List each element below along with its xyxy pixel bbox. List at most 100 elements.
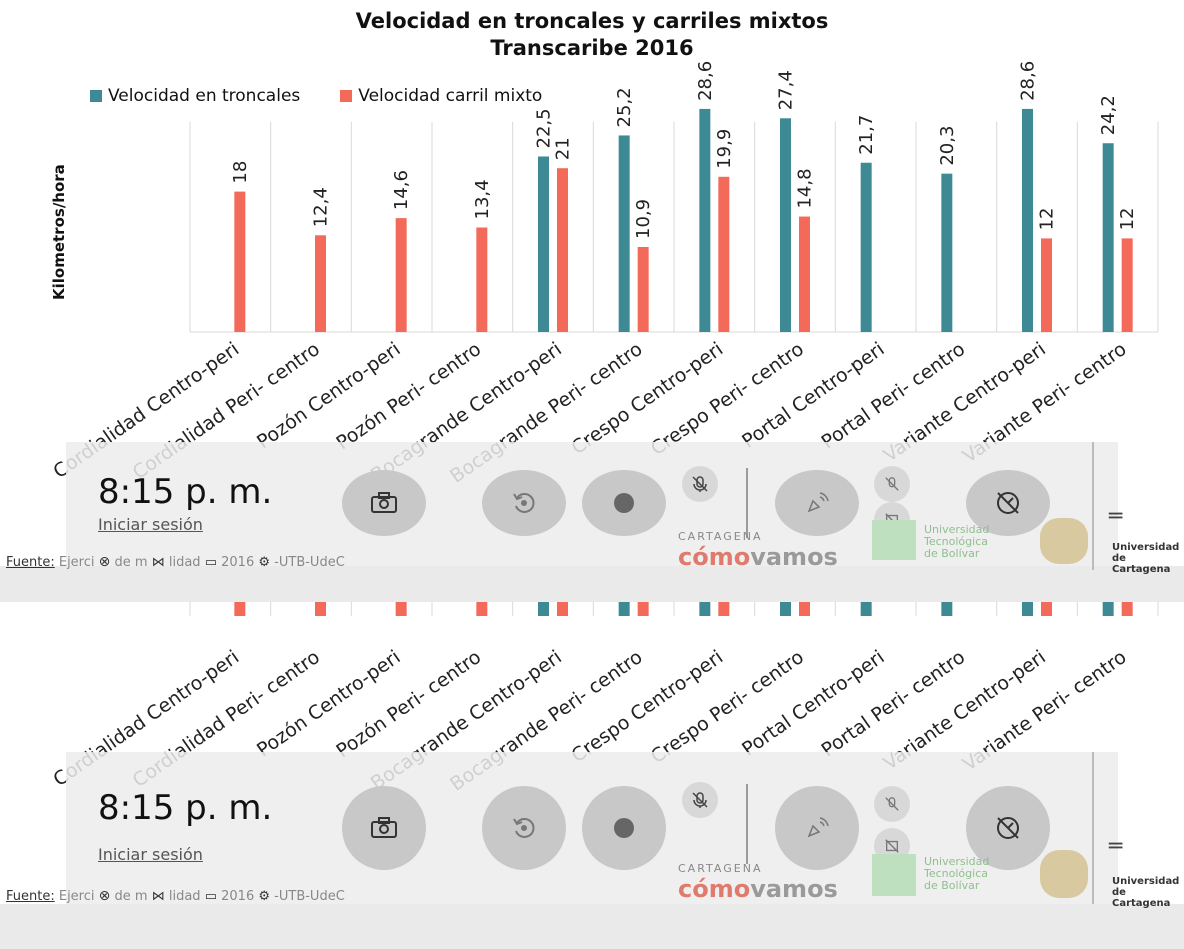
screenshot-button-2[interactable] [342, 786, 426, 870]
broadcast-mic-button-2[interactable] [874, 786, 910, 822]
footer-frag3: lidad [168, 889, 201, 904]
utb-logo-mark [872, 520, 916, 560]
footer-frag5: -UTB-UdeC [274, 889, 345, 904]
record-button[interactable] [582, 470, 666, 536]
utb-logo-text: Universidad Tecnológica de Bolívar [924, 524, 989, 560]
menu-icon[interactable]: ═ [1109, 504, 1123, 529]
category-label: Crespo Peri- centro [647, 646, 808, 768]
utb-line2: Tecnológica [924, 867, 988, 880]
clock-time: 8:15 p. m. [98, 472, 273, 512]
folder-icon[interactable]: ▭ [204, 889, 217, 904]
camera-icon [371, 817, 397, 838]
chart-legend: Velocidad en troncales Velocidad carril … [90, 86, 542, 106]
legend-label-troncales: Velocidad en troncales [108, 86, 301, 106]
bar-troncales [1022, 108, 1033, 332]
mic-off-icon [885, 477, 899, 491]
bar-stub-troncales [618, 602, 630, 616]
bar-mixto [1041, 238, 1052, 332]
gear-icon[interactable]: ⚙ [258, 889, 271, 904]
toolbar-divider [746, 468, 748, 538]
utb-line1: Universidad [924, 855, 990, 868]
udec-line2: de Cartagena [1112, 553, 1171, 575]
xbox-icon[interactable]: ⊗ [98, 554, 111, 570]
footer-frag1: Ejerci [58, 555, 95, 570]
udec-seal [1040, 518, 1088, 564]
mic-toggle-button-2[interactable] [682, 782, 718, 818]
bar-stub-mixto [234, 602, 246, 616]
signin-link[interactable]: Iniciar sesión [98, 515, 203, 534]
category-label: Pozón Centro-peri [253, 646, 405, 761]
signin-link-2[interactable]: Iniciar sesión [98, 845, 203, 864]
data-label: 14,6 [391, 170, 412, 210]
logo-vamos-text: vamos [750, 543, 838, 571]
legend-label-mixto: Velocidad carril mixto [358, 86, 543, 106]
broadcast-off-icon [807, 817, 829, 838]
data-label: 27,4 [776, 70, 797, 110]
legend-item-troncales: Velocidad en troncales [90, 86, 300, 106]
udec-line1: Universidad [1112, 542, 1180, 553]
footer-frag4: 2016 [221, 555, 255, 570]
bar-troncales [941, 173, 953, 332]
broadcast-button[interactable] [775, 470, 859, 536]
xbox-icon[interactable]: ⊗ [98, 888, 111, 904]
footer-label: Fuente: [6, 889, 55, 904]
bar-mixto [476, 227, 488, 332]
performance-button-2[interactable] [966, 786, 1050, 870]
data-label: 18 [230, 161, 251, 184]
bar-troncales [780, 118, 791, 332]
legend-swatch-mixto [340, 90, 353, 102]
bar-stub-mixto [718, 602, 730, 616]
camera-off-icon [885, 839, 899, 853]
overlay-bottom-band-2 [0, 904, 1184, 949]
chart-title-block: Velocidad en troncales y carriles mixtos… [0, 8, 1184, 62]
record-button-2[interactable] [582, 786, 666, 870]
data-label: 21,7 [856, 115, 877, 155]
bar-stub-troncales [941, 602, 953, 616]
footer-frag2: de m [114, 555, 148, 570]
gear-icon[interactable]: ⚙ [258, 555, 271, 570]
bar-troncales [618, 135, 630, 332]
bar-stub-troncales [780, 602, 791, 616]
broadcast-button-2[interactable] [775, 786, 859, 870]
group-icon[interactable]: ⋈ [151, 555, 165, 570]
data-label: 28,6 [695, 61, 716, 101]
legend-item-mixto: Velocidad carril mixto [340, 86, 542, 106]
bar-mixto [315, 235, 326, 332]
camera-icon [371, 492, 397, 513]
record-last-button-2[interactable] [482, 786, 566, 870]
folder-icon[interactable]: ▭ [204, 555, 217, 570]
mic-toggle-button[interactable] [682, 466, 718, 502]
logo-vamos-text: vamos [750, 875, 838, 903]
footer-frag3: lidad [168, 555, 201, 570]
footer-source-2: Fuente: Ejerci ⊗ de m ⋈ lidad ▭ 2016 ⚙ -… [6, 888, 345, 904]
bar-mixto [557, 168, 568, 332]
performance-button[interactable] [966, 470, 1050, 536]
screenshot-button[interactable] [342, 470, 426, 536]
data-label: 10,9 [633, 199, 654, 239]
category-label: Portal Peri- centro [818, 646, 970, 761]
replay-icon [513, 818, 535, 838]
chart-title: Velocidad en troncales y carriles mixtos [355, 9, 829, 33]
menu-icon[interactable]: ═ [1109, 834, 1123, 859]
group-icon[interactable]: ⋈ [151, 889, 165, 904]
broadcast-mic-button[interactable] [874, 466, 910, 502]
data-label: 14,8 [795, 168, 816, 208]
bar-mixto [1121, 238, 1133, 332]
data-label: 25,2 [614, 87, 635, 127]
bar-troncales [538, 156, 549, 332]
footer-frag5: -UTB-UdeC [274, 555, 345, 570]
clock-time-2: 8:15 p. m. [98, 788, 273, 828]
udec-logo-text-2: Universidad de Cartagena [1112, 876, 1184, 909]
bar-stub-mixto [476, 602, 488, 616]
data-label: 22,5 [534, 108, 555, 148]
como-vamos-logo-2: CARTAGENA cómovamos [678, 862, 838, 903]
bar-mixto [799, 216, 810, 332]
bar-chart: 22,5 25,2 28,6 27,4 21,7 20,3 28,6 24,2 18 12,4 14… [49, 61, 1159, 488]
chart-subtitle: Transcaribe 2016 [490, 36, 694, 60]
performance-off-icon [997, 817, 1019, 839]
bar-stub-mixto [799, 602, 810, 616]
bar-stub-troncales [538, 602, 549, 616]
record-icon [614, 493, 634, 513]
record-last-button[interactable] [482, 470, 566, 536]
udec-seal-2 [1040, 850, 1088, 898]
